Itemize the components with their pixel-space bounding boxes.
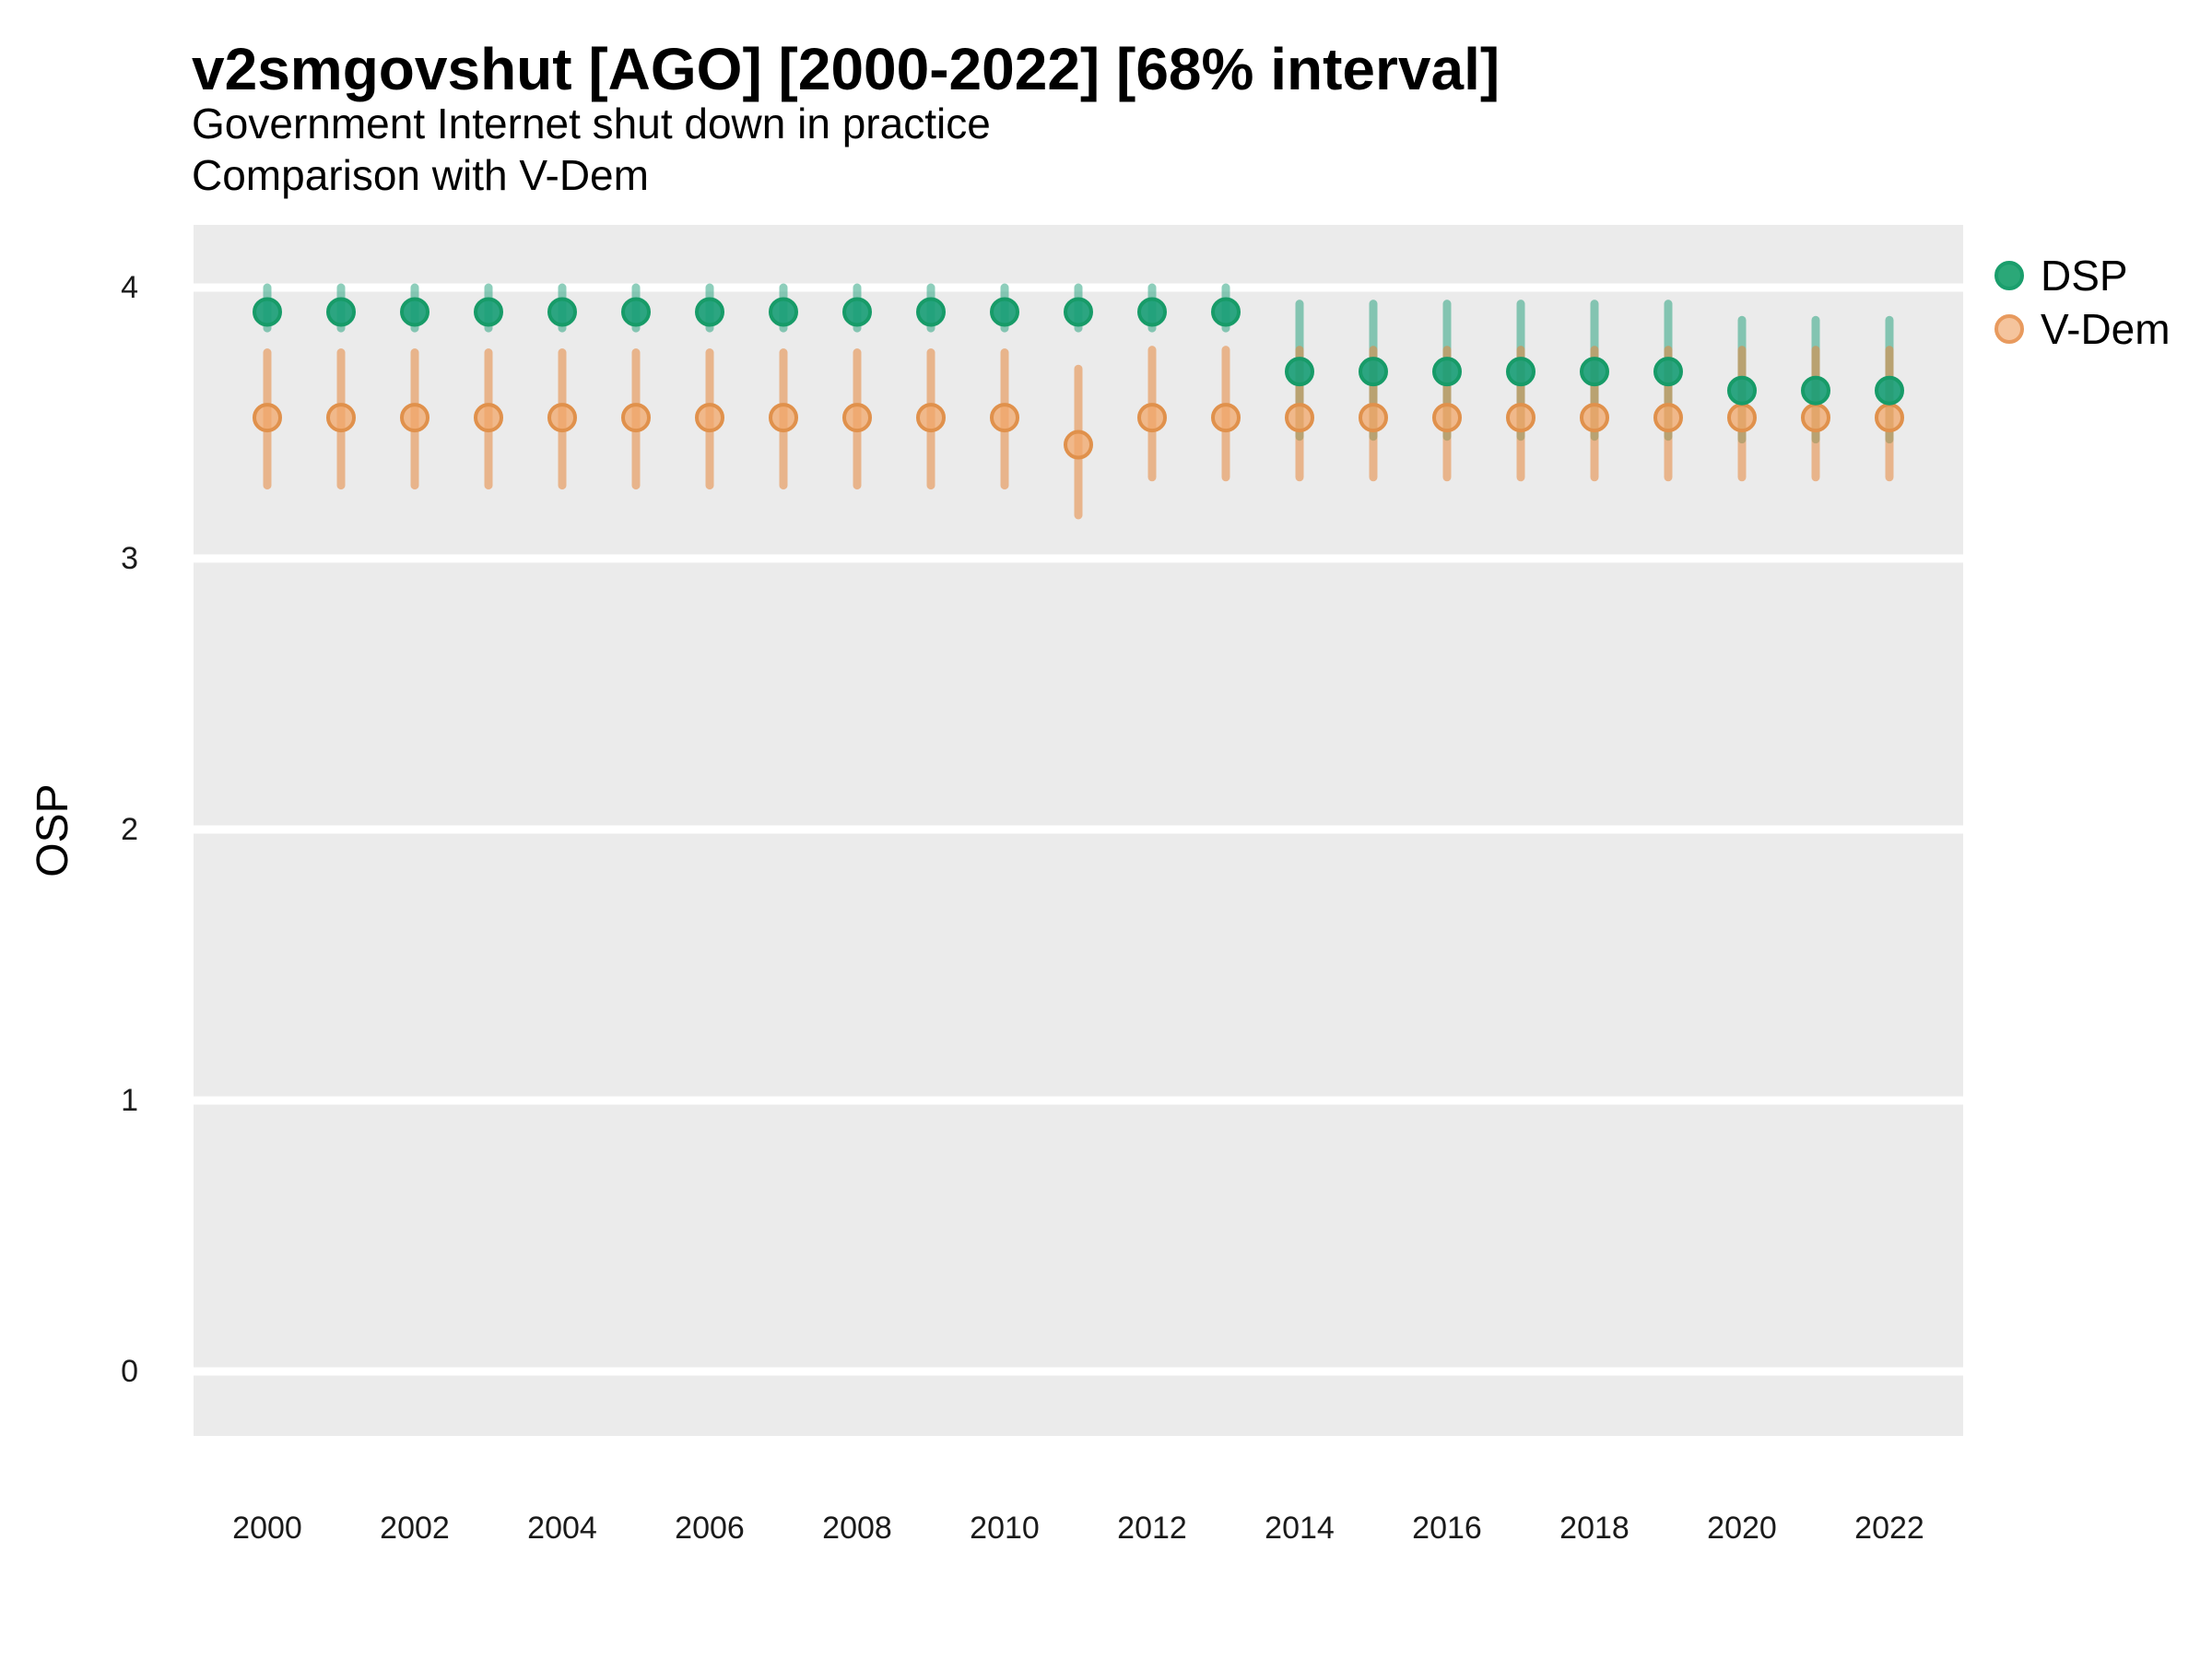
dsp-point: [1801, 375, 1830, 406]
vdem-points: [253, 403, 1904, 460]
vdem-point: [1506, 403, 1535, 433]
vdem-point: [547, 403, 577, 433]
vdem-point: [1580, 403, 1609, 433]
chart-subtitle: Government Internet shut down in practic…: [192, 98, 991, 201]
vdem-point: [1432, 403, 1462, 433]
y-tick-label: 4: [121, 270, 138, 305]
chart-subtitle-line2: Comparison with V-Dem: [192, 151, 649, 199]
legend-label-vdem: V-Dem: [2041, 305, 2171, 353]
dsp-point: [547, 297, 577, 327]
dsp-point: [695, 297, 724, 327]
dsp-point: [1359, 357, 1388, 387]
x-tick-label: 2004: [527, 1511, 597, 1546]
legend: DSP V-Dem: [1994, 254, 2171, 350]
dsp-point: [990, 297, 1019, 327]
dsp-point: [1506, 357, 1535, 387]
y-tick-label: 3: [121, 541, 138, 576]
vdem-point: [326, 403, 356, 433]
dsp-point: [1875, 375, 1904, 406]
vdem-point: [1064, 429, 1093, 460]
x-tick-label: 2018: [1559, 1511, 1630, 1546]
vdem-point: [1285, 403, 1314, 433]
vdem-point: [1137, 403, 1167, 433]
y-tick-label: 1: [121, 1083, 138, 1118]
x-tick-label: 2000: [232, 1511, 302, 1546]
vdem-point: [1211, 403, 1241, 433]
dsp-point: [621, 297, 651, 327]
dsp-point: [842, 297, 872, 327]
dsp-point: [769, 297, 798, 327]
x-tick-label: 2008: [822, 1511, 892, 1546]
vdem-point: [1653, 403, 1683, 433]
dsp-point: [1285, 357, 1314, 387]
plot-panel: [194, 225, 1963, 1436]
dsp-point: [1211, 297, 1241, 327]
plot-svg: [194, 283, 1963, 1376]
vdem-point: [400, 403, 429, 433]
vdem-point: [769, 403, 798, 433]
dsp-point: [326, 297, 356, 327]
chart-title: v2smgovshut [AGO] [2000-2022] [68% inter…: [192, 36, 1500, 102]
legend-label-dsp: DSP: [2041, 252, 2128, 300]
y-tick-label: 0: [121, 1354, 138, 1389]
legend-item-vdem: V-Dem: [1994, 308, 2171, 350]
vdem-legend-marker-icon: [1994, 314, 2024, 344]
dsp-point: [1064, 297, 1093, 327]
x-tick-label: 2020: [1707, 1511, 1777, 1546]
dsp-points: [253, 297, 1904, 406]
vdem-point: [1875, 403, 1904, 433]
dsp-point: [400, 297, 429, 327]
dsp-point: [1580, 357, 1609, 387]
vdem-point: [253, 403, 282, 433]
dsp-point: [253, 297, 282, 327]
dsp-legend-marker-icon: [1994, 261, 2024, 290]
vdem-point: [621, 403, 651, 433]
x-tick-label: 2002: [380, 1511, 450, 1546]
x-tick-label: 2022: [1854, 1511, 1924, 1546]
dsp-point: [1137, 297, 1167, 327]
dsp-point: [474, 297, 503, 327]
vdem-point: [1727, 403, 1757, 433]
x-tick-label: 2010: [970, 1511, 1040, 1546]
x-tick-label: 2014: [1265, 1511, 1335, 1546]
dsp-point: [1432, 357, 1462, 387]
y-tick-label: 2: [121, 812, 138, 847]
x-tick-label: 2012: [1117, 1511, 1187, 1546]
vdem-point: [474, 403, 503, 433]
vdem-point: [990, 403, 1019, 433]
dsp-point: [1727, 375, 1757, 406]
vdem-point: [842, 403, 872, 433]
vdem-point: [695, 403, 724, 433]
chart-subtitle-line1: Government Internet shut down in practic…: [192, 100, 991, 147]
dsp-point: [1653, 357, 1683, 387]
x-tick-label: 2006: [675, 1511, 745, 1546]
vdem-point: [1359, 403, 1388, 433]
x-tick-label: 2016: [1412, 1511, 1482, 1546]
dsp-point: [916, 297, 946, 327]
vdem-point: [1801, 403, 1830, 433]
legend-item-dsp: DSP: [1994, 254, 2171, 297]
vdem-point: [916, 403, 946, 433]
